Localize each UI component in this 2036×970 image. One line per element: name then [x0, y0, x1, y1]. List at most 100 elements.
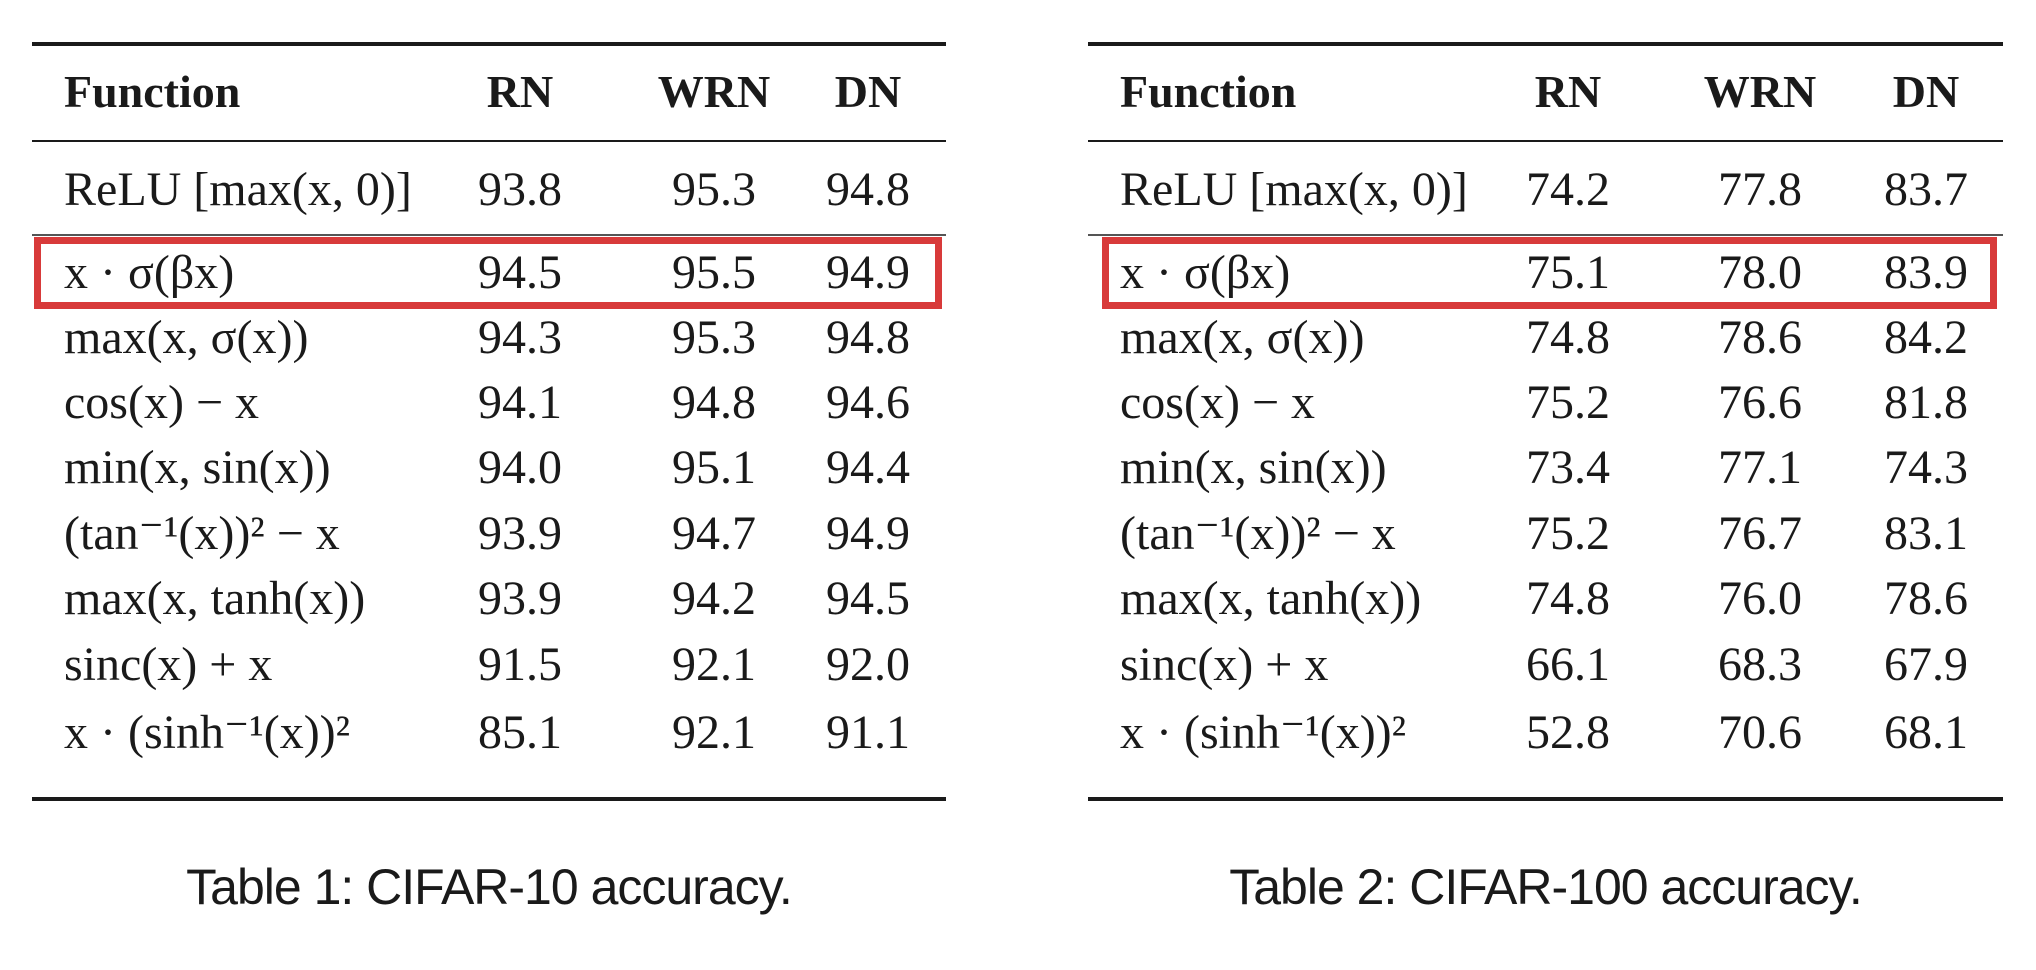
wrn-value: 76.0: [1718, 572, 1802, 625]
table-row: x · (sinh⁻¹(x))² 85.1 92.1 91.1: [32, 701, 946, 765]
wrn-value: 78.6: [1718, 311, 1802, 364]
table-row-highlighted: x · σ(βx) 94.5 95.5 94.9: [32, 241, 946, 305]
wrn-value: 95.5: [672, 246, 756, 299]
rn-value: 93.9: [478, 572, 562, 625]
table-row: x · (sinh⁻¹(x))² 52.8 70.6 68.1: [1088, 701, 2003, 765]
function-cell: sinc(x) + x: [1120, 638, 1329, 691]
header-dn: DN: [1892, 66, 1960, 117]
table-top-rule: [32, 42, 946, 46]
table-row: ReLU [max(x, 0)] 74.2 77.8 83.7: [1088, 158, 2003, 222]
rn-value: 74.8: [1526, 572, 1610, 625]
highlight-box: [1102, 237, 1997, 309]
wrn-value: 94.8: [672, 376, 756, 429]
wrn-value: 95.1: [672, 441, 756, 494]
dn-value: 94.4: [826, 441, 910, 494]
table-row: cos(x) − x 94.1 94.8 94.6: [32, 371, 946, 435]
function-cell: max(x, tanh(x)): [1120, 572, 1422, 625]
rn-value: 91.5: [478, 638, 562, 691]
rn-value: 74.2: [1526, 163, 1610, 216]
dn-value: 83.9: [1884, 246, 1968, 299]
header-wrn: WRN: [1703, 66, 1817, 117]
dn-value: 83.7: [1884, 163, 1968, 216]
wrn-value: 95.3: [672, 163, 756, 216]
table-separator-rule: [32, 234, 946, 236]
table-row: max(x, σ(x)) 94.3 95.3 94.8: [32, 306, 946, 370]
function-cell: min(x, sin(x)): [64, 441, 331, 494]
table-caption: Table 1: CIFAR-10 accuracy.: [186, 859, 793, 915]
dn-value: 74.3: [1884, 441, 1968, 494]
wrn-value: 94.2: [672, 572, 756, 625]
dn-value: 94.8: [826, 163, 910, 216]
table-row: (tan⁻¹(x))² − x 75.2 76.7 83.1: [1088, 502, 2003, 566]
dn-value: 94.8: [826, 311, 910, 364]
function-cell: cos(x) − x: [64, 376, 260, 429]
dn-value: 92.0: [826, 638, 910, 691]
dn-value: 91.1: [826, 706, 910, 759]
dn-value: 94.9: [826, 507, 910, 560]
dn-value: 67.9: [1884, 638, 1968, 691]
dn-value: 94.6: [826, 376, 910, 429]
function-cell: sinc(x) + x: [64, 638, 273, 691]
table-header-row: Function RN WRN DN: [32, 60, 946, 124]
dn-value: 81.8: [1884, 376, 1968, 429]
dn-value: 94.9: [826, 246, 910, 299]
rn-value: 74.8: [1526, 311, 1610, 364]
table-row: min(x, sin(x)) 73.4 77.1 74.3: [1088, 436, 2003, 500]
wrn-value: 68.3: [1718, 638, 1802, 691]
function-cell: max(x, tanh(x)): [64, 572, 366, 625]
rn-value: 66.1: [1526, 638, 1610, 691]
table-row: max(x, tanh(x)) 74.8 76.0 78.6: [1088, 567, 2003, 631]
wrn-value: 77.8: [1718, 163, 1802, 216]
wrn-value: 92.1: [672, 706, 756, 759]
table-bottom-rule: [1088, 797, 2003, 801]
header-wrn: WRN: [657, 66, 771, 117]
table-row: max(x, σ(x)) 74.8 78.6 84.2: [1088, 306, 2003, 370]
rn-value: 52.8: [1526, 706, 1610, 759]
table-header-rule: [32, 140, 946, 142]
table-separator-rule: [1088, 234, 2003, 236]
wrn-value: 77.1: [1718, 441, 1802, 494]
function-cell: cos(x) − x: [1120, 376, 1316, 429]
table-bottom-rule: [32, 797, 946, 801]
header-rn: RN: [1534, 66, 1602, 117]
wrn-value: 78.0: [1718, 246, 1802, 299]
dn-value: 84.2: [1884, 311, 1968, 364]
function-cell: min(x, sin(x)): [1120, 441, 1387, 494]
wrn-value: 70.6: [1718, 706, 1802, 759]
dn-value: 78.6: [1884, 572, 1968, 625]
rn-value: 75.2: [1526, 376, 1610, 429]
wrn-value: 76.7: [1718, 507, 1802, 560]
table-row: cos(x) − x 75.2 76.6 81.8: [1088, 371, 2003, 435]
header-function: Function: [64, 66, 241, 117]
function-cell: x · σ(βx): [64, 246, 235, 299]
function-cell: ReLU [max(x, 0)]: [1120, 163, 1468, 216]
wrn-value: 76.6: [1718, 376, 1802, 429]
function-cell: (tan⁻¹(x))² − x: [64, 507, 340, 560]
rn-value: 73.4: [1526, 441, 1610, 494]
table-row-highlighted: x · σ(βx) 75.1 78.0 83.9: [1088, 241, 2003, 305]
function-cell: x · σ(βx): [1120, 246, 1291, 299]
table-header-row: Function RN WRN DN: [1088, 60, 2003, 124]
rn-value: 94.3: [478, 311, 562, 364]
table-row: (tan⁻¹(x))² − x 93.9 94.7 94.9: [32, 502, 946, 566]
rn-value: 93.8: [478, 163, 562, 216]
function-cell: max(x, σ(x)): [64, 311, 309, 364]
function-cell: x · (sinh⁻¹(x))²: [64, 706, 351, 759]
table-row: max(x, tanh(x)) 93.9 94.2 94.5: [32, 567, 946, 631]
function-cell: (tan⁻¹(x))² − x: [1120, 507, 1396, 560]
header-rn: RN: [486, 66, 554, 117]
wrn-value: 94.7: [672, 507, 756, 560]
table-header-rule: [1088, 140, 2003, 142]
rn-value: 75.1: [1526, 246, 1610, 299]
table-row: min(x, sin(x)) 94.0 95.1 94.4: [32, 436, 946, 500]
header-dn: DN: [834, 66, 902, 117]
dn-value: 83.1: [1884, 507, 1968, 560]
wrn-value: 95.3: [672, 311, 756, 364]
dn-value: 68.1: [1884, 706, 1968, 759]
rn-value: 75.2: [1526, 507, 1610, 560]
rn-value: 85.1: [478, 706, 562, 759]
table-caption: Table 2: CIFAR-100 accuracy.: [1229, 859, 1862, 915]
rn-value: 94.0: [478, 441, 562, 494]
rn-value: 94.1: [478, 376, 562, 429]
table-row: ReLU [max(x, 0)] 93.8 95.3 94.8: [32, 158, 946, 222]
